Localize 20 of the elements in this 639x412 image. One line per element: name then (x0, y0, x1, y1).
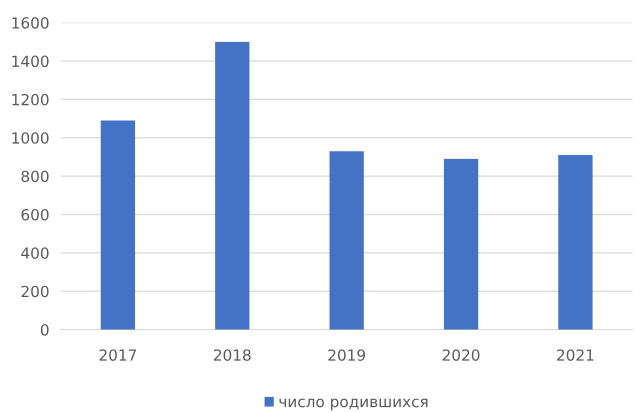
bar (330, 151, 364, 330)
x-tick-label: 2020 (442, 349, 480, 361)
bar (558, 155, 593, 330)
y-tick-label: 1600 (12, 17, 49, 29)
y-tick-label: 1200 (12, 94, 49, 106)
y-tick-label: 200 (22, 286, 49, 298)
bar (444, 158, 478, 330)
x-tick-label: 2017 (100, 349, 136, 361)
y-tick-label: 600 (22, 208, 49, 221)
legend-label: число родившихся (279, 398, 428, 410)
x-tick-label: 2021 (557, 349, 594, 361)
y-tick-label: 800 (21, 170, 49, 182)
y-tick-label: 400 (21, 247, 49, 259)
x-tick-label: 2018 (214, 349, 251, 361)
y-tick-label: 0 (40, 324, 49, 336)
bar (100, 120, 136, 330)
y-tick-label: 1000 (12, 132, 49, 144)
bar (215, 42, 250, 330)
y-tick-label: 1400 (12, 55, 49, 68)
x-tick-label: 2019 (328, 349, 366, 361)
